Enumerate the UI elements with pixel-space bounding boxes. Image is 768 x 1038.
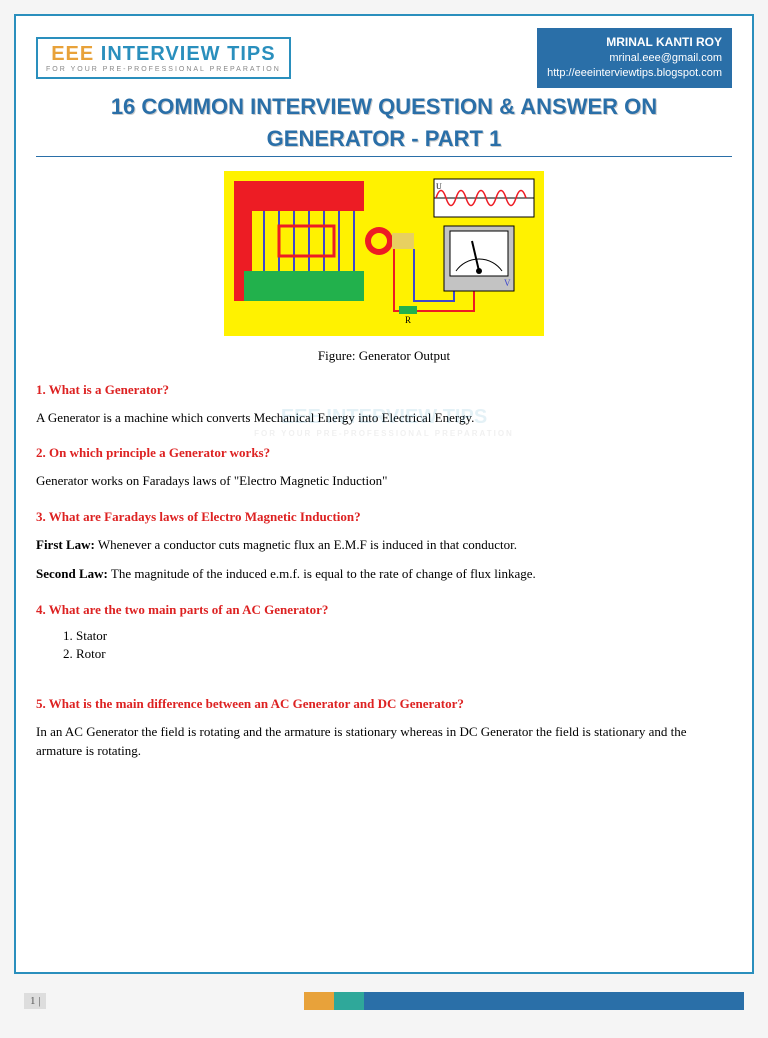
list-item: Stator xyxy=(76,628,732,644)
author-email: mrinal.eee@gmail.com xyxy=(547,51,722,66)
author-box: MRINAL KANTI ROY mrinal.eee@gmail.com ht… xyxy=(537,28,732,88)
law1-label: First Law: xyxy=(36,537,95,552)
svg-text:U: U xyxy=(436,182,442,191)
author-name: MRINAL KANTI ROY xyxy=(547,34,722,51)
answer-5: In an AC Generator the field is rotating… xyxy=(36,722,732,761)
question-1: 1. What is a Generator? xyxy=(36,382,732,398)
title-divider xyxy=(36,156,732,157)
figure: R V U xyxy=(36,171,732,340)
page-title-line2: GENERATOR - PART 1 xyxy=(36,126,732,152)
answer-2: Generator works on Faradays laws of "Ele… xyxy=(36,471,732,491)
logo-text: EEE INTERVIEW TIPS xyxy=(46,43,281,66)
logo: EEE INTERVIEW TIPS FOR YOUR PRE-PROFESSI… xyxy=(36,37,291,79)
list-item: Rotor xyxy=(76,646,732,662)
question-4: 4. What are the two main parts of an AC … xyxy=(36,602,732,618)
generator-diagram: R V U xyxy=(224,171,544,336)
law2-label: Second Law: xyxy=(36,566,108,581)
figure-caption: Figure: Generator Output xyxy=(36,348,732,364)
answer-1: A Generator is a machine which converts … xyxy=(36,408,732,428)
author-url: http://eeeinterviewtips.blogspot.com xyxy=(547,66,722,81)
watermark-sub: FOR YOUR PRE-PROFESSIONAL PREPARATION xyxy=(254,429,514,438)
answer-3b: Second Law: The magnitude of the induced… xyxy=(36,564,732,584)
footer-bar-teal xyxy=(334,992,364,1010)
document-page: EEE INTERVIEW TIPS FOR YOUR PRE-PROFESSI… xyxy=(14,14,754,974)
footer-bar-orange xyxy=(304,992,334,1010)
page-title-line1: 16 COMMON INTERVIEW QUESTION & ANSWER ON xyxy=(36,94,732,120)
footer: 1 | xyxy=(0,992,768,1010)
law1-text: Whenever a conductor cuts magnetic flux … xyxy=(95,537,517,552)
answer-3a: First Law: Whenever a conductor cuts mag… xyxy=(36,535,732,555)
question-5: 5. What is the main difference between a… xyxy=(36,696,732,712)
header: EEE INTERVIEW TIPS FOR YOUR PRE-PROFESSI… xyxy=(36,28,732,88)
svg-text:V: V xyxy=(504,278,511,288)
footer-bar-blue xyxy=(364,992,744,1010)
parts-list: Stator Rotor xyxy=(76,628,732,662)
logo-subtitle: FOR YOUR PRE-PROFESSIONAL PREPARATION xyxy=(46,66,281,73)
page-number: 1 | xyxy=(24,993,46,1009)
question-3: 3. What are Faradays laws of Electro Mag… xyxy=(36,509,732,525)
svg-text:R: R xyxy=(405,315,411,325)
law2-text: The magnitude of the induced e.m.f. is e… xyxy=(108,566,536,581)
question-2: 2. On which principle a Generator works? xyxy=(36,445,732,461)
